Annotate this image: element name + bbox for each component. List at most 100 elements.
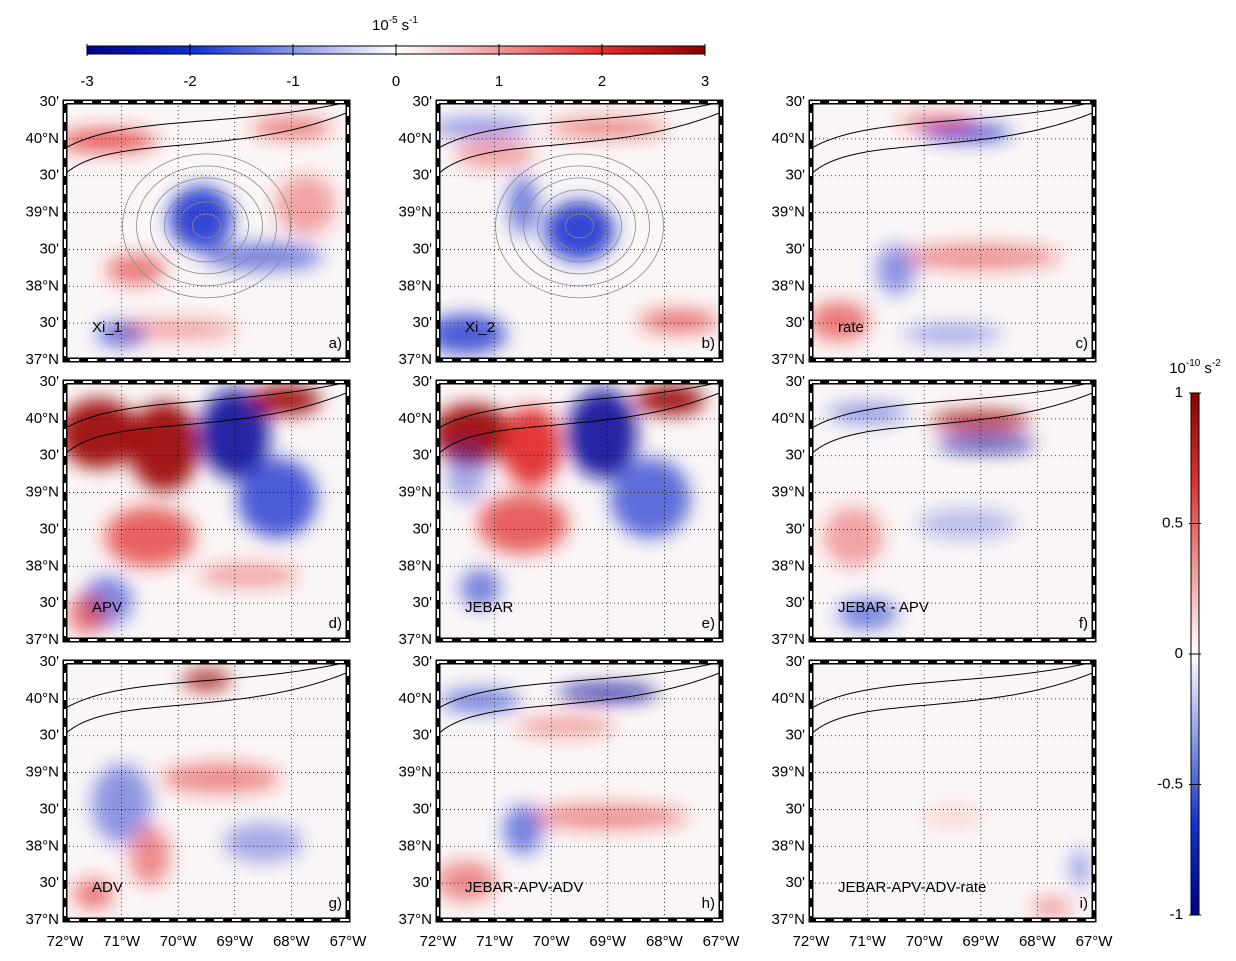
colorbar-tick-label: 0 [1175, 645, 1183, 662]
panel-letter: d) [329, 615, 342, 632]
field-blobs [73, 670, 304, 910]
y-tick-label: 30' [39, 167, 59, 184]
field-blob [811, 301, 870, 342]
field-blob [105, 254, 166, 285]
field-blob [557, 684, 658, 701]
panel-name: Xi_2 [465, 319, 495, 336]
field-blob [129, 825, 170, 886]
panel-letter: g) [329, 895, 342, 912]
label-exp: -10 [1186, 358, 1201, 369]
field-blob [1071, 848, 1088, 889]
x-tick-label: 70°W [533, 933, 571, 950]
y-tick-label: 30' [39, 520, 59, 537]
field [811, 662, 1094, 920]
field-blob [1031, 899, 1072, 916]
y-tick-label: 30' [412, 93, 432, 110]
isobath [811, 111, 1094, 175]
label-exp: -5 [389, 15, 398, 26]
y-tick-label: 37°N [398, 631, 432, 648]
panel-name: JEBAR-APV-ADV-rate [838, 879, 986, 896]
field-blob [65, 398, 139, 469]
label-unit-exp: -2 [1212, 358, 1221, 369]
y-tick-label: 30' [785, 520, 805, 537]
label-unit: s [1204, 360, 1212, 377]
y-tick-label: 30' [785, 727, 805, 744]
isobath [65, 102, 348, 149]
x-tick-label: 70°W [160, 933, 198, 950]
panel-name: Xi_1 [92, 319, 122, 336]
isobath [65, 111, 348, 175]
panel-letter: a) [329, 335, 342, 352]
contour [537, 189, 622, 263]
contour [136, 165, 277, 287]
field-blob [104, 506, 195, 567]
frame [62, 379, 351, 643]
y-tick-label: 30' [412, 240, 432, 257]
field [811, 102, 1094, 360]
map-panel: 72°W 71°W 70°W 69°W 68°W 67°W 37°N 30' 38°N 30' 39… [771, 653, 1113, 950]
isobath [65, 671, 348, 735]
x-tick-label: 72°W [793, 933, 831, 950]
x-tick-label: 67°W [703, 933, 741, 950]
field-blobs [65, 385, 321, 635]
field-blob [446, 442, 487, 503]
y-tick-label: 38°N [25, 277, 59, 294]
frame [62, 99, 351, 363]
y-tick-label: 38°N [771, 277, 805, 294]
field-blob [203, 242, 324, 271]
frame [808, 659, 1097, 923]
field [811, 382, 1094, 640]
label-unit: s [402, 17, 410, 34]
y-tick-label: 40°N [25, 690, 59, 707]
frame [808, 99, 1097, 363]
frame [435, 99, 724, 363]
field-blob [275, 175, 336, 236]
y-tick-label: 38°N [771, 837, 805, 854]
y-tick-label: 39°N [771, 204, 805, 221]
y-tick-label: 30' [412, 800, 432, 817]
y-tick-label: 39°N [771, 764, 805, 781]
panel-letter: h) [702, 895, 715, 912]
field-blob [477, 493, 568, 554]
contour [164, 189, 249, 263]
field-blobs [438, 684, 688, 902]
y-tick-label: 40°N [771, 690, 805, 707]
y-tick-label: 39°N [25, 204, 59, 221]
field-bg [811, 662, 1094, 920]
panel-name: JEBAR - APV [838, 599, 929, 616]
label-unit-exp: -1 [409, 15, 418, 26]
y-tick-label: 30' [785, 93, 805, 110]
field-blob [930, 410, 1031, 431]
y-tick-label: 37°N [25, 911, 59, 928]
field-blob [118, 319, 239, 340]
field-blob [438, 314, 507, 355]
colorbar-label: 10-5 s-1 [372, 15, 418, 34]
isobath [65, 391, 348, 455]
field-blobs [438, 385, 706, 609]
field-blob [438, 117, 531, 138]
isobath [438, 382, 721, 429]
isobath [65, 382, 348, 429]
y-tick-label: 30' [785, 653, 805, 670]
y-tick-label: 30' [39, 594, 59, 611]
x-tick-label: 71°W [103, 933, 141, 950]
field-blob [900, 244, 1061, 269]
y-tick-label: 40°N [771, 130, 805, 147]
label-base: 10 [1169, 360, 1186, 377]
isobath [438, 671, 721, 735]
field [438, 102, 721, 360]
y-tick-label: 30' [412, 874, 432, 891]
map-panel: 37°N 30' 38°N 30' 39°N 30' 40°N 30' JEBAR - APV f… [771, 373, 1097, 648]
map-panel: 72°W 71°W 70°W 69°W 68°W 67°W 37°N 30' 38°N 30' 39… [398, 653, 740, 950]
y-tick-label: 39°N [398, 204, 432, 221]
field-blob [237, 458, 318, 539]
x-tick-label: 67°W [1076, 933, 1114, 950]
y-tick-label: 37°N [771, 911, 805, 928]
isobath [811, 391, 1094, 455]
x-tick-label: 69°W [962, 933, 1000, 950]
field-blob [635, 385, 706, 416]
y-tick-label: 39°N [771, 484, 805, 501]
field-blob [198, 563, 299, 588]
panel-name: JEBAR [465, 599, 514, 616]
